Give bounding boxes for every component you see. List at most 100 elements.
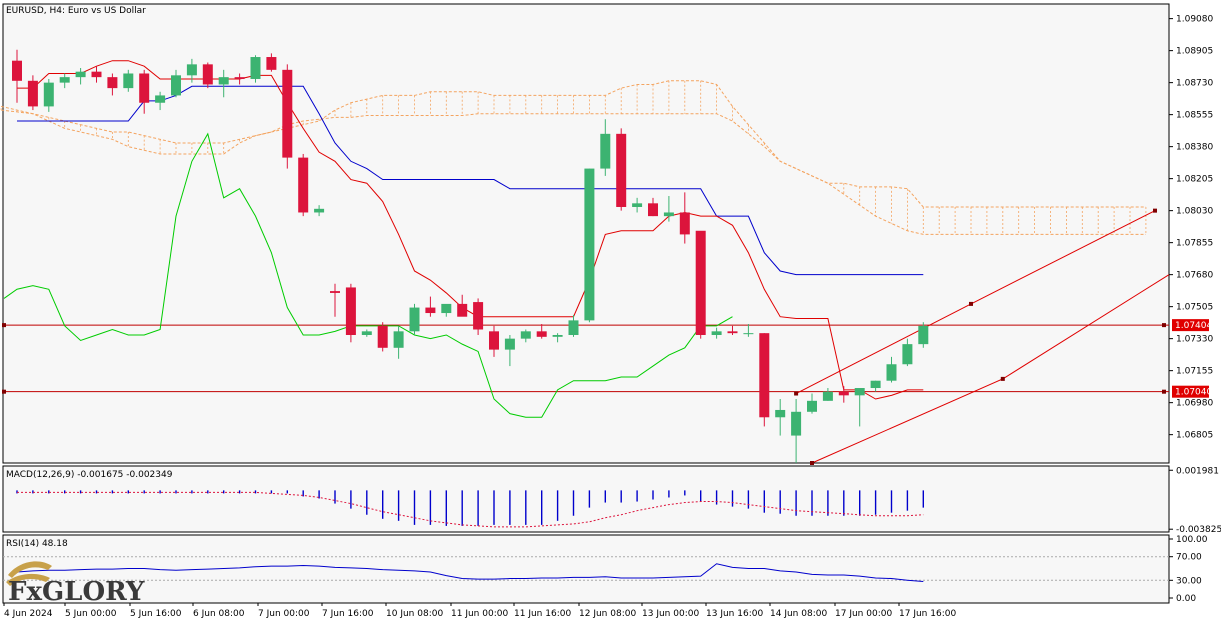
price-tick-label: 1.08380 — [1176, 143, 1213, 153]
price-tick-label: 1.07680 — [1176, 271, 1213, 281]
price-tick-label: 1.08905 — [1176, 47, 1213, 57]
candle-body — [584, 168, 595, 321]
candle-body — [568, 320, 579, 335]
candle-body — [679, 212, 690, 235]
price-tick-label: 1.08730 — [1176, 79, 1213, 89]
time-tick-label: 11 Jun 00:00 — [451, 609, 508, 619]
rsi-tick-label: 30.00 — [1176, 576, 1202, 586]
price-pane — [0, 49, 1170, 465]
candle-body — [886, 364, 897, 381]
candle-body — [218, 77, 229, 85]
channel-anchor — [794, 391, 799, 396]
channel-anchor — [1153, 208, 1157, 213]
candle-body — [870, 380, 881, 389]
level-anchor-left — [2, 389, 6, 394]
price-tick-label: 1.07330 — [1176, 335, 1213, 345]
price-tick-label: 1.09080 — [1176, 15, 1213, 25]
candle-body — [393, 331, 404, 348]
candle-body — [918, 325, 929, 345]
candle-body — [854, 388, 865, 396]
candle-body — [234, 77, 245, 79]
price-level-tag — [1172, 385, 1209, 398]
chikou-span-line — [3, 132, 733, 418]
candle-body — [202, 64, 213, 85]
candle-body — [822, 391, 833, 401]
candle-body — [298, 157, 309, 213]
candle-body — [250, 57, 261, 79]
candle-body — [75, 71, 86, 78]
candle-body — [473, 302, 484, 330]
senkou-span-a — [1, 80, 1146, 208]
candle-body — [536, 331, 547, 337]
candle-body — [616, 133, 627, 207]
time-tick-label: 7 Jun 16:00 — [322, 609, 374, 619]
time-tick-label: 5 Jun 16:00 — [130, 609, 182, 619]
candle-body — [743, 333, 754, 335]
candle-body — [775, 409, 786, 418]
candle-body — [648, 203, 658, 217]
level-anchor-left — [2, 323, 6, 328]
time-tick-label: 13 Jun 00:00 — [642, 609, 699, 619]
candle-body — [377, 325, 388, 348]
logo-text: FxGLORY — [8, 577, 145, 607]
candle-body — [504, 338, 515, 350]
time-tick-label: 17 Jun 16:00 — [899, 609, 956, 619]
axis-labels: 1.09080 1.08905 1.08730 1.08555 1.08380 1.082… — [3, 15, 1221, 619]
chart-title: EURUSD, H4: Euro vs US Dollar — [6, 6, 146, 16]
time-tick-label: 5 Jun 00:00 — [65, 609, 117, 619]
candle-body — [43, 82, 54, 107]
price-tick-label: 1.08030 — [1176, 207, 1213, 217]
time-tick-label: 6 Jun 08:00 — [193, 609, 245, 619]
candle-body — [282, 69, 293, 158]
time-tick-label: 10 Jun 08:00 — [386, 609, 443, 619]
candle-body — [838, 391, 849, 396]
candle-body — [520, 331, 531, 339]
candle-body — [711, 331, 722, 335]
candle-body — [457, 303, 468, 317]
candle-body — [266, 57, 277, 70]
price-tick-label: 1.07855 — [1176, 239, 1213, 249]
level-anchor-right — [1162, 389, 1166, 394]
price-level-label: 1.07404 — [1175, 321, 1212, 331]
macd-tick-label: -0.003825 — [1176, 525, 1221, 535]
candle-body — [759, 333, 770, 418]
candle-body — [314, 208, 325, 213]
candle-body — [727, 331, 738, 334]
time-tick-label: 12 Jun 08:00 — [579, 609, 636, 619]
candle-body — [91, 71, 102, 78]
macd-tick-label: 0.001981 — [1176, 466, 1219, 476]
channel-anchor — [1000, 376, 1005, 381]
candle-body — [27, 80, 38, 107]
rsi-title: RSI(14) 48.18 — [6, 539, 68, 549]
candle-body — [663, 212, 674, 217]
candle-body — [552, 334, 563, 337]
time-tick-label: 14 Jun 08:00 — [770, 609, 827, 619]
kijun-sen-line — [17, 85, 924, 276]
time-tick-label: 17 Jun 00:00 — [835, 609, 892, 619]
macd-title: MACD(12,26,9) -0.001675 -0.002349 — [6, 470, 173, 480]
rsi-tick-label: 70.00 — [1176, 553, 1202, 563]
price-tick-label: 1.08555 — [1176, 111, 1213, 121]
candle-body — [330, 291, 340, 293]
rsi-tick-label: 100.00 — [1176, 535, 1208, 545]
candle-body — [59, 77, 70, 83]
candle-body — [489, 331, 499, 350]
price-tick-label: 1.07155 — [1176, 367, 1213, 377]
tenkan-sen-line — [17, 60, 924, 400]
level-anchor-right — [1162, 323, 1166, 328]
macd-signal-line — [17, 491, 924, 528]
candle-body — [171, 75, 181, 96]
candle-body — [186, 64, 197, 76]
candle-body — [155, 95, 166, 103]
candle-body — [600, 133, 611, 169]
fxglory-logo: FxGLORY — [6, 561, 145, 607]
price-tick-label: 1.08205 — [1176, 175, 1213, 185]
candle-body — [107, 77, 118, 89]
price-tick-label: 1.07505 — [1176, 303, 1213, 313]
senkou-span-b — [0, 105, 1146, 235]
rsi-pane-frame — [2, 534, 1170, 604]
channel-anchor — [969, 301, 973, 306]
price-level-tag — [1172, 319, 1209, 332]
rsi-line — [16, 563, 924, 582]
